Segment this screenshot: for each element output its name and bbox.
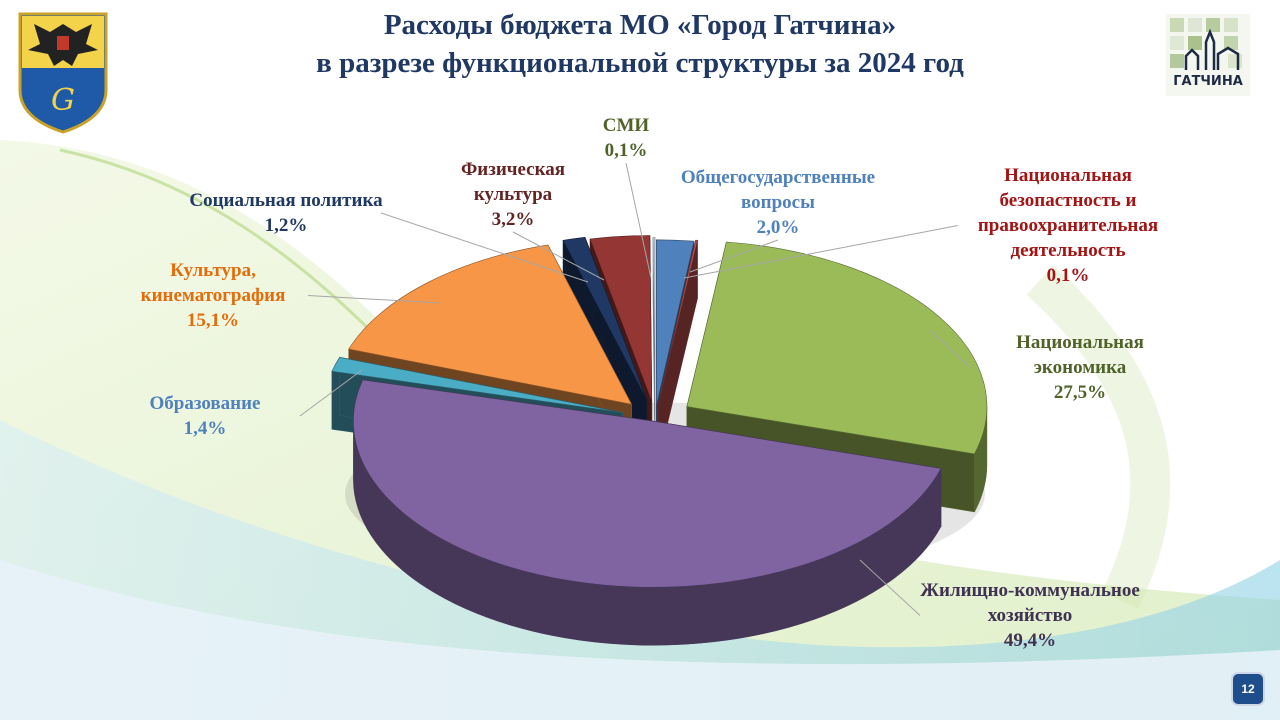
slice-label-text: деятельность	[1010, 240, 1126, 261]
slice-label-text: Социальная политика	[189, 190, 383, 211]
slice-label-text: культура	[473, 184, 553, 205]
slice-top-8	[652, 237, 656, 404]
coat-of-arms-icon: G	[18, 12, 108, 134]
slice-top-4	[331, 356, 623, 413]
slice-label-text: хозяйство	[987, 605, 1073, 626]
leader-line-7	[512, 231, 605, 281]
slice-top-0	[656, 239, 695, 406]
slice-top-2	[686, 241, 988, 455]
slice-label-text: безопастность и	[999, 190, 1137, 211]
leader-line-6	[380, 212, 589, 283]
pie-slice-1	[657, 239, 698, 463]
page-number-badge: 12	[1233, 674, 1263, 704]
slice-value-label: 0,1%	[604, 140, 648, 161]
page-title: Расходы бюджета МО «Город Гатчина» в раз…	[0, 6, 1280, 82]
logo-text: ГАТЧИНА	[1173, 74, 1243, 89]
leader-line-8	[625, 162, 652, 279]
slice-label-text: СМИ	[602, 115, 650, 136]
slice-value-label: 3,2%	[491, 209, 535, 230]
leader-line-4	[299, 369, 363, 417]
slice-label-1: Национальная безопастность и правоохраните…	[978, 163, 1158, 288]
slice-label-text: кинематография	[140, 285, 286, 306]
slice-label-text: Жилищно-коммунальное	[920, 580, 1140, 601]
slice-label-text: Национальная	[1016, 332, 1144, 353]
slice-label-6: Социальная политика 1,2%	[189, 188, 382, 238]
slice-label-text: правоохранительная	[977, 215, 1159, 236]
slice-value-label: 1,4%	[183, 418, 227, 439]
slice-value-label: 0,1%	[1046, 265, 1090, 286]
pie-slice-8	[652, 237, 656, 462]
slice-value-label: 27,5%	[1053, 382, 1107, 403]
pie-slice-3	[353, 379, 942, 646]
slice-top-3	[353, 379, 942, 588]
leader-line-0	[689, 239, 779, 273]
slice-label-0: Общегосударственные вопросы 2,0%	[681, 165, 875, 240]
slice-top-6	[562, 236, 648, 400]
slice-label-text: Образование	[149, 393, 261, 414]
title-line-2: в разрезе функциональной структуры за 20…	[316, 47, 964, 79]
slice-value-label: 15,1%	[186, 310, 240, 331]
slice-label-8: СМИ 0,1%	[603, 113, 649, 163]
svg-text:G: G	[51, 83, 75, 118]
slice-label-text: Национальная	[1004, 165, 1132, 186]
slice-label-text: экономика	[1033, 357, 1127, 378]
leader-line-2	[929, 329, 971, 368]
slice-label-3: Жилищно-коммунальное хозяйство 49,4%	[920, 578, 1140, 653]
slice-label-text: Общегосударственные	[680, 167, 876, 188]
slice-value-label: 49,4%	[1003, 630, 1057, 651]
slice-label-5: Культура, кинематография 15,1%	[141, 258, 286, 333]
slice-top-1	[657, 239, 698, 405]
slice-top-5	[348, 244, 633, 405]
leader-line-3	[859, 559, 921, 616]
slice-label-4: Образование 1,4%	[150, 391, 261, 441]
slice-label-7: Физическая культура 3,2%	[461, 157, 565, 232]
slice-label-2: Национальная экономика 27,5%	[1016, 330, 1144, 405]
title-line-1: Расходы бюджета МО «Город Гатчина»	[383, 9, 897, 41]
gatchina-logo: ГАТЧИНА	[1166, 14, 1250, 96]
slice-label-text: Культура,	[170, 260, 256, 281]
leader-line-1	[683, 225, 959, 279]
slice-value-label: 1,2%	[264, 215, 308, 236]
slice-top-7	[589, 235, 653, 402]
leader-line-5	[307, 295, 441, 304]
slice-label-text: вопросы	[741, 192, 815, 213]
slice-label-text: Физическая	[460, 159, 566, 180]
slice-value-label: 2,0%	[756, 217, 800, 238]
